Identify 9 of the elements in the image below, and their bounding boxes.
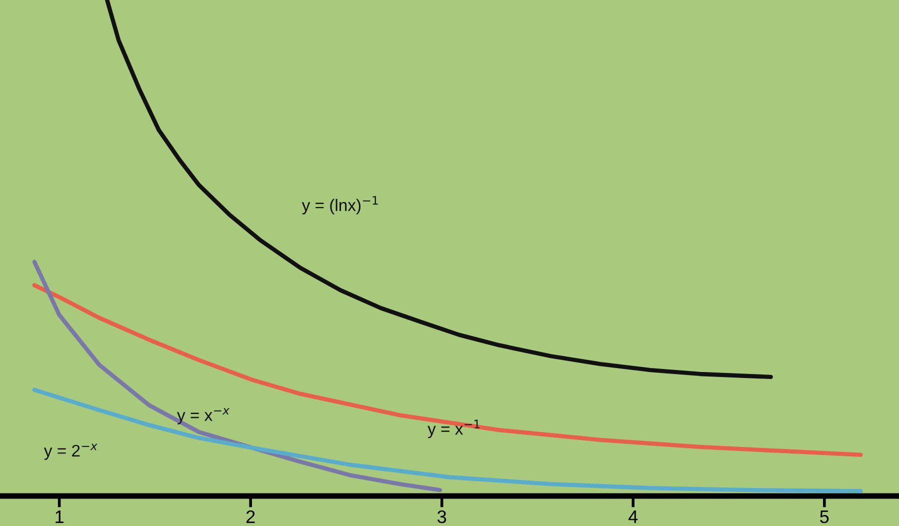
x-tick-label: 4 bbox=[628, 510, 638, 523]
x-tick-label: 2 bbox=[246, 510, 255, 523]
series-label: y = x$^{−1}$ bbox=[428, 420, 480, 438]
x-tick-label: 3 bbox=[438, 510, 446, 524]
series-label: y = x$^{−x}$ bbox=[177, 408, 230, 424]
x-tick-label: 1 bbox=[56, 510, 64, 523]
x-tick-label: 5 bbox=[820, 510, 829, 524]
text: y = (lnx)$^{−1}$ bbox=[302, 196, 378, 214]
series-label: y = 2$^{−x}$ bbox=[44, 444, 98, 460]
